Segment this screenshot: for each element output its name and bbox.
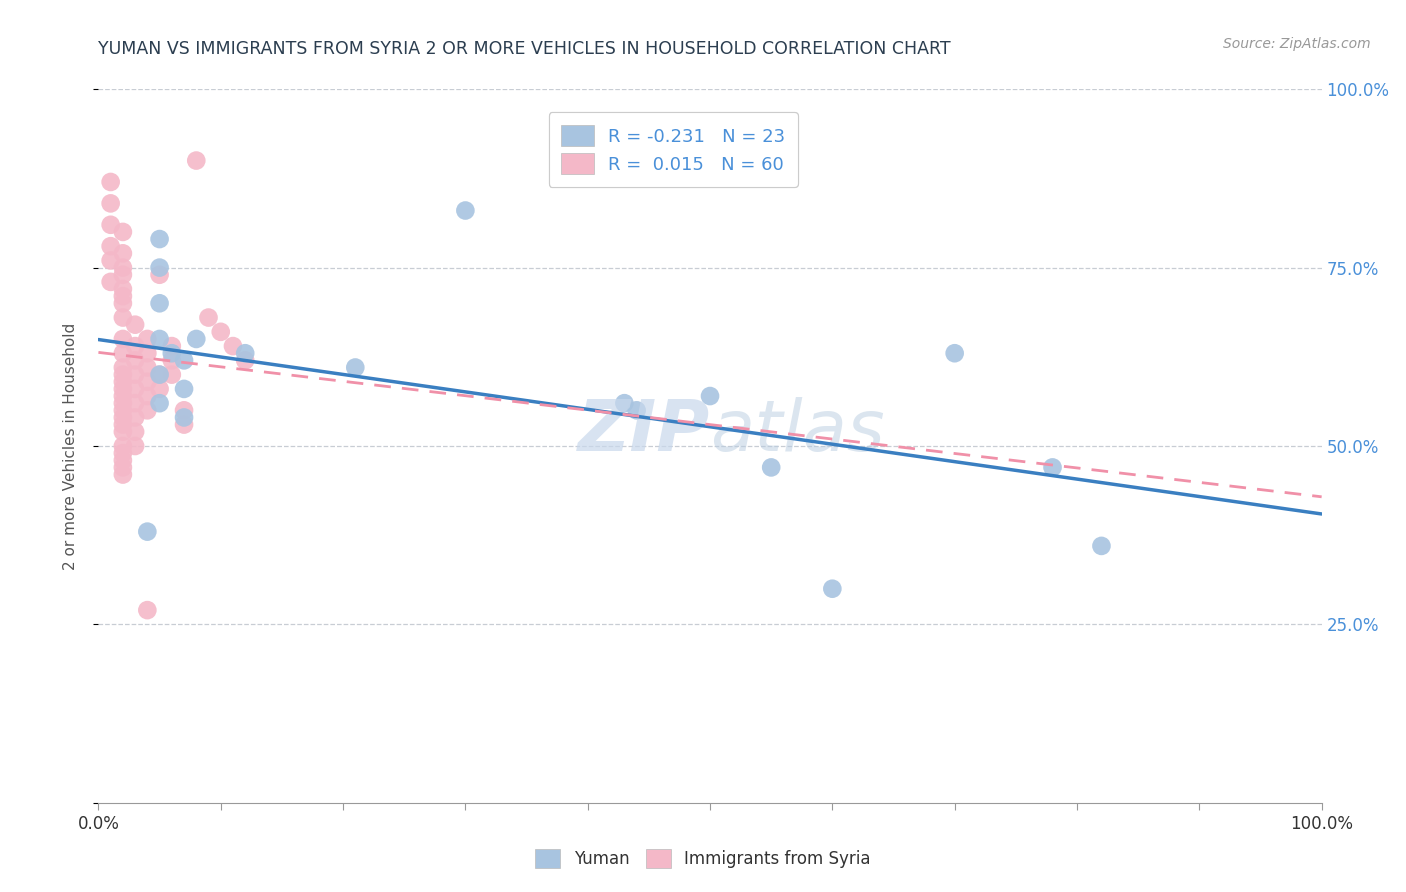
Point	[136, 403, 159, 417]
Point	[160, 353, 183, 368]
Point	[124, 382, 146, 396]
Point	[149, 382, 172, 396]
Point	[124, 368, 146, 382]
Point	[233, 353, 256, 368]
Point	[111, 246, 134, 260]
Point	[173, 382, 195, 396]
Point	[454, 203, 477, 218]
Point	[124, 410, 146, 425]
Text: YUMAN VS IMMIGRANTS FROM SYRIA 2 OR MORE VEHICLES IN HOUSEHOLD CORRELATION CHART: YUMAN VS IMMIGRANTS FROM SYRIA 2 OR MORE…	[98, 40, 950, 58]
Point	[111, 289, 134, 303]
Point	[100, 275, 122, 289]
Point	[111, 375, 134, 389]
Point	[943, 346, 966, 360]
Point	[160, 346, 183, 360]
Point	[149, 296, 172, 310]
Point	[124, 439, 146, 453]
Point	[613, 396, 636, 410]
Point	[111, 410, 134, 425]
Point	[111, 382, 134, 396]
Point	[124, 353, 146, 368]
Point	[111, 417, 134, 432]
Point	[111, 268, 134, 282]
Point	[124, 318, 146, 332]
Point	[149, 368, 172, 382]
Point	[149, 396, 172, 410]
Point	[1042, 460, 1064, 475]
Point	[111, 332, 134, 346]
Legend: R = -0.231   N = 23, R =  0.015   N = 60: R = -0.231 N = 23, R = 0.015 N = 60	[548, 112, 799, 186]
Point	[173, 353, 195, 368]
Point	[136, 524, 159, 539]
Point	[111, 310, 134, 325]
Point	[111, 296, 134, 310]
Point	[111, 453, 134, 467]
Point	[136, 346, 159, 360]
Point	[160, 339, 183, 353]
Point	[111, 260, 134, 275]
Point	[111, 425, 134, 439]
Point	[821, 582, 844, 596]
Point	[1090, 539, 1112, 553]
Point	[100, 253, 122, 268]
Point	[111, 446, 134, 460]
Text: atlas: atlas	[710, 397, 884, 467]
Text: ZIP: ZIP	[578, 397, 710, 467]
Point	[160, 368, 183, 382]
Text: Source: ZipAtlas.com: Source: ZipAtlas.com	[1223, 37, 1371, 52]
Point	[111, 346, 134, 360]
Point	[111, 360, 134, 375]
Point	[111, 403, 134, 417]
Point	[149, 332, 172, 346]
Point	[136, 332, 159, 346]
Point	[124, 396, 146, 410]
Point	[186, 153, 208, 168]
Point	[111, 467, 134, 482]
Point	[100, 239, 122, 253]
Point	[344, 360, 367, 375]
Point	[149, 232, 172, 246]
Point	[173, 417, 195, 432]
Legend: Yuman, Immigrants from Syria: Yuman, Immigrants from Syria	[529, 842, 877, 875]
Point	[136, 360, 159, 375]
Point	[209, 325, 232, 339]
Point	[626, 403, 648, 417]
Point	[111, 460, 134, 475]
Point	[100, 196, 122, 211]
Point	[136, 375, 159, 389]
Point	[149, 268, 172, 282]
Point	[233, 346, 256, 360]
Point	[111, 368, 134, 382]
Point	[111, 282, 134, 296]
Point	[111, 389, 134, 403]
Point	[124, 339, 146, 353]
Point	[186, 332, 208, 346]
Point	[197, 310, 219, 325]
Point	[111, 225, 134, 239]
Y-axis label: 2 or more Vehicles in Household: 2 or more Vehicles in Household	[63, 322, 77, 570]
Point	[699, 389, 721, 403]
Point	[222, 339, 245, 353]
Point	[173, 410, 195, 425]
Point	[100, 175, 122, 189]
Point	[136, 389, 159, 403]
Point	[100, 218, 122, 232]
Point	[136, 603, 159, 617]
Point	[149, 368, 172, 382]
Point	[111, 396, 134, 410]
Point	[149, 260, 172, 275]
Point	[173, 403, 195, 417]
Point	[124, 425, 146, 439]
Point	[111, 439, 134, 453]
Point	[761, 460, 783, 475]
